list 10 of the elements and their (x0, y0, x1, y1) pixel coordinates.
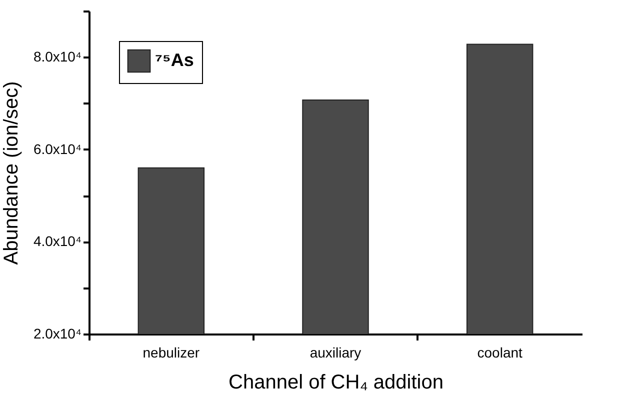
y-tick-label: 8.0x10⁴ (33, 48, 82, 65)
y-tick-label: 6.0x10⁴ (33, 140, 82, 157)
y-tick-label: 4.0x10⁴ (33, 233, 82, 250)
x-axis-title: Channel of CH₄ addition (228, 372, 444, 394)
y-tick-label: 2.0x10⁴ (33, 326, 82, 342)
legend-label: ⁷⁵As (155, 50, 194, 70)
x-tick-label: nebulizer (142, 344, 200, 360)
y-axis-title: Abundance (ion/sec) (0, 81, 22, 265)
x-tick-label: auxiliary (310, 344, 362, 360)
x-tick-label: coolant (477, 344, 523, 360)
